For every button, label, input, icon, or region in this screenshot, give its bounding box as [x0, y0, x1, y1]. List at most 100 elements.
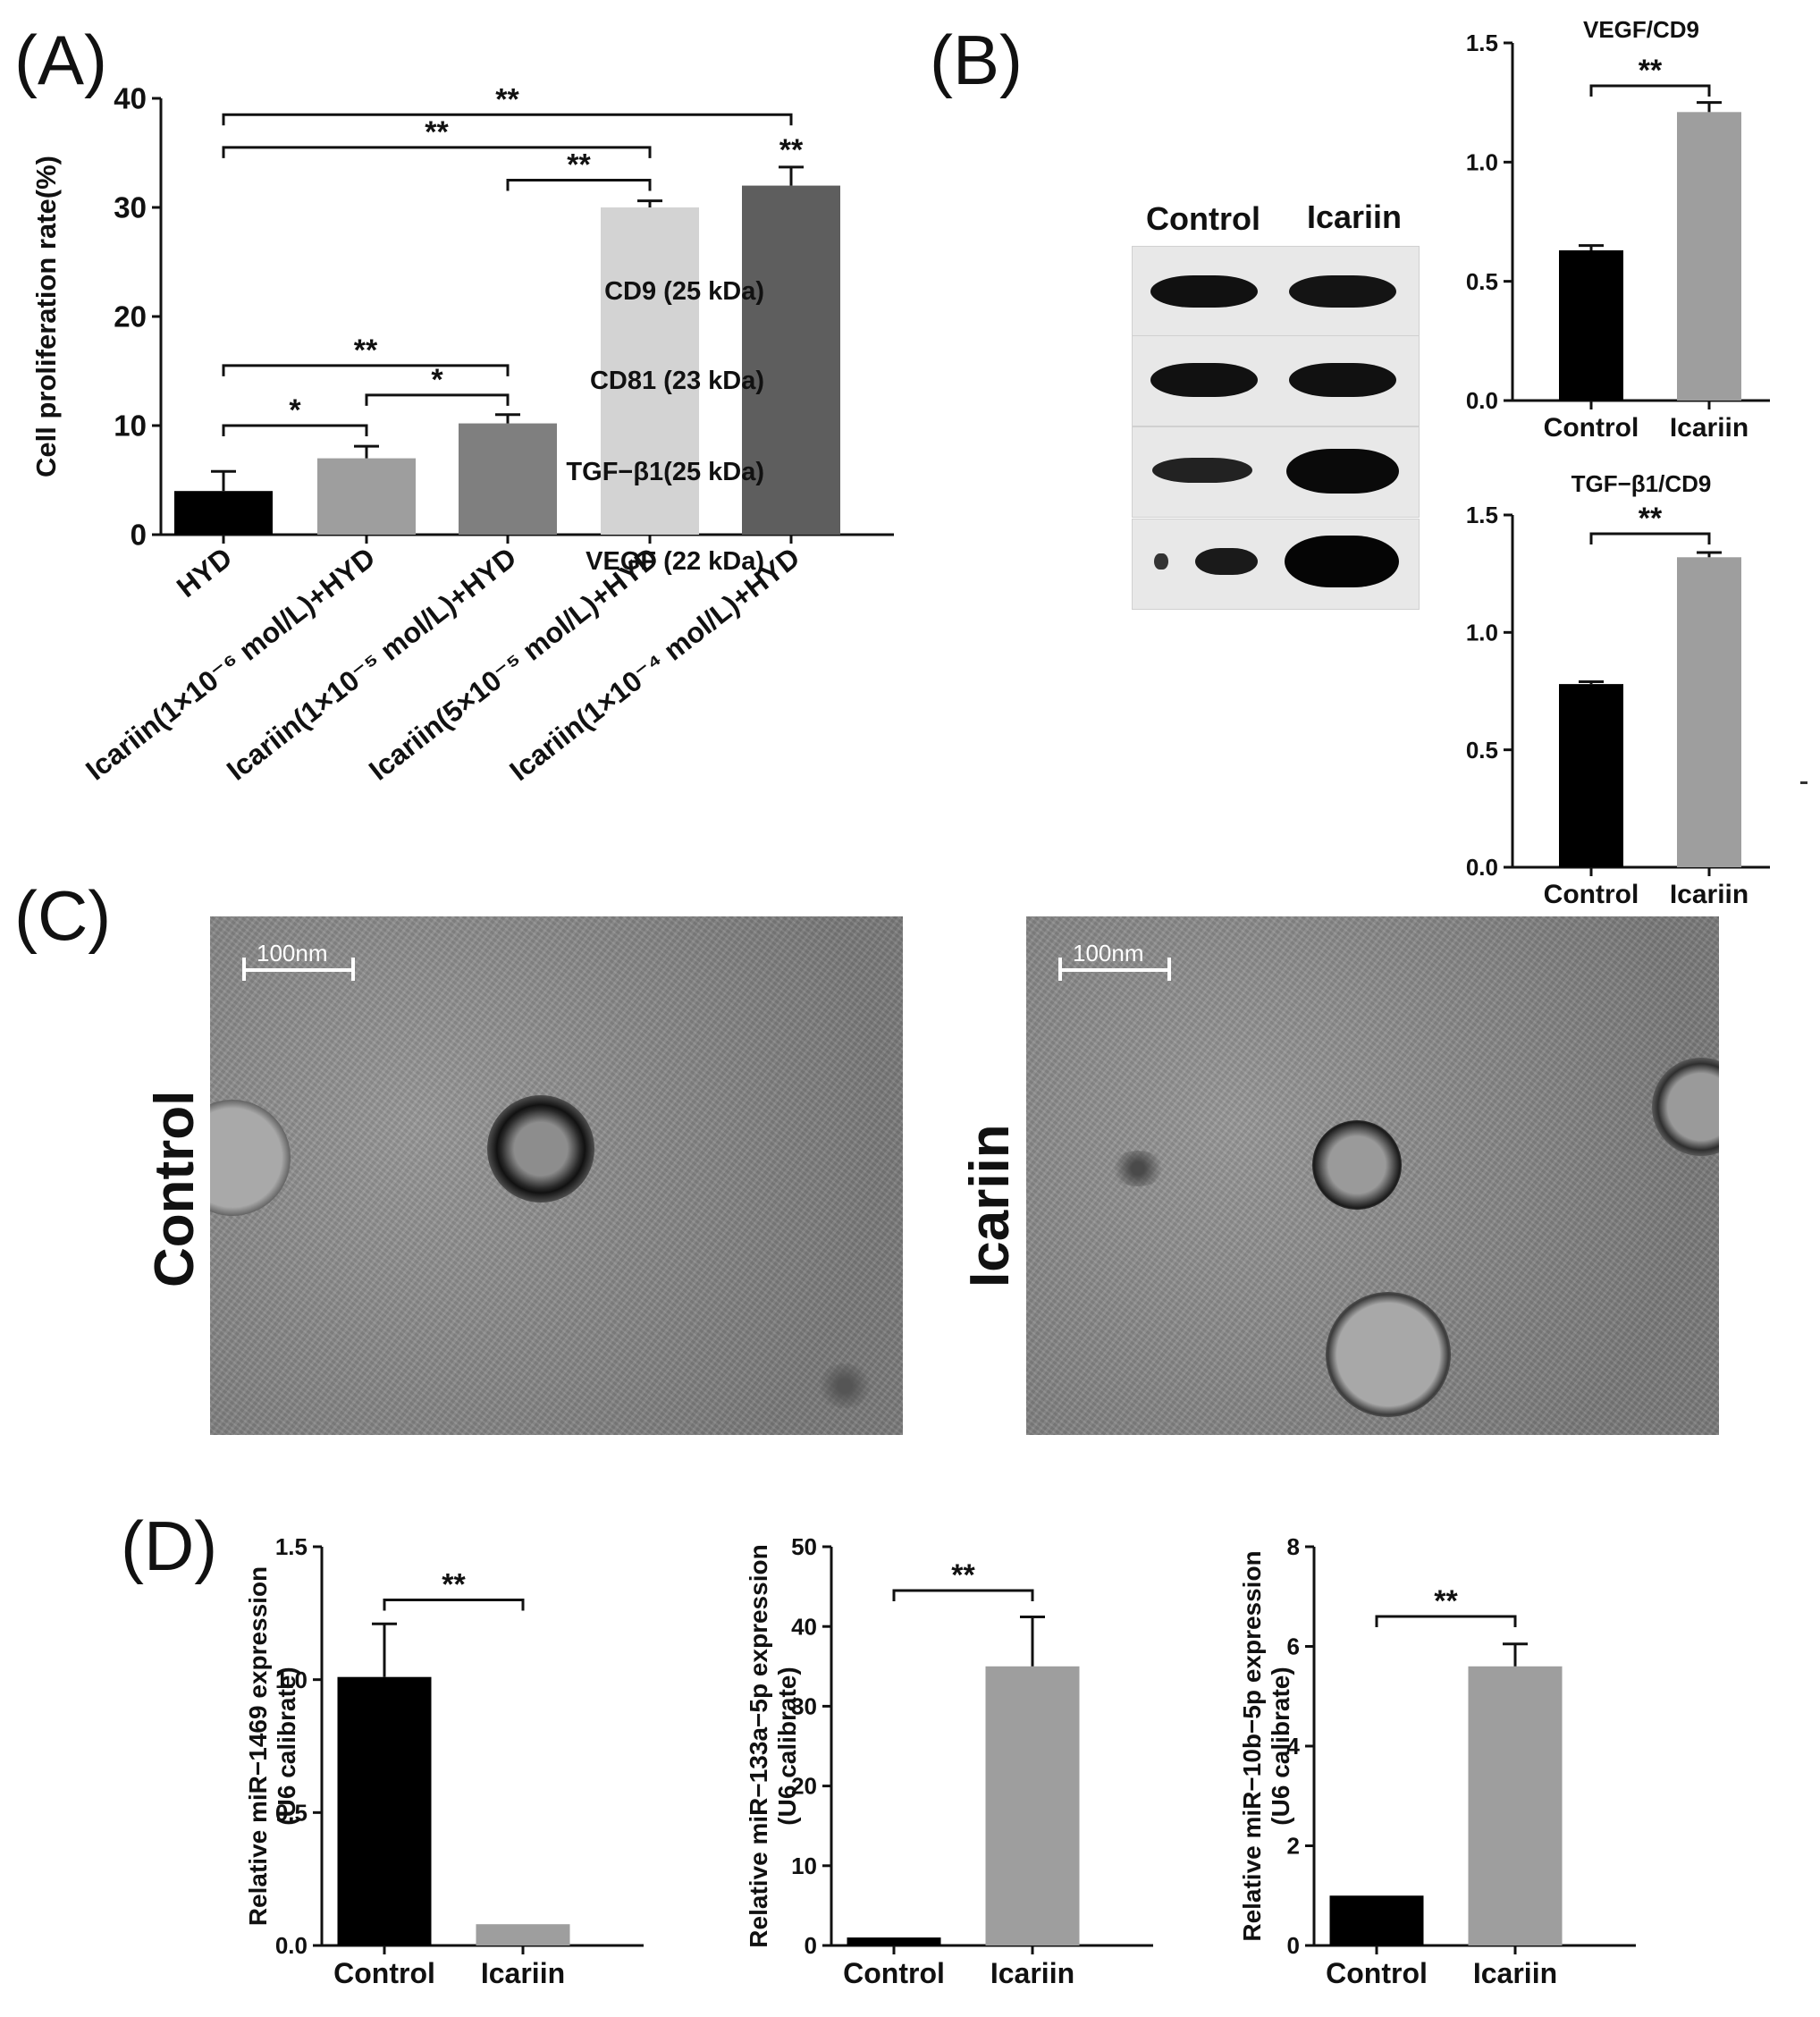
y-tick-label: 0.0 [1466, 854, 1498, 881]
y-tick-label: 40 [114, 82, 147, 115]
y-tick-label: 1.5 [275, 1533, 308, 1560]
blot-band [1289, 275, 1396, 308]
blot-band [1150, 275, 1258, 308]
chart-b-vegf-cd9: VEGF/CD9 0.0 0.5 1.0 1.5 Control Icariin ** [1466, 16, 1770, 443]
y-tick-label: 0.5 [1466, 268, 1498, 295]
bar [1677, 112, 1741, 401]
panel-letter-a: (A) [14, 21, 107, 99]
blot-label-vegf: VEGF (22 kDa) [586, 547, 764, 576]
scale-cap [351, 958, 355, 981]
significance-bracket [383, 1598, 525, 1611]
y-tick-label: 40 [791, 1613, 817, 1640]
blot-band [1195, 548, 1258, 575]
significance-label: ** [442, 1567, 466, 1601]
bar [601, 207, 699, 535]
significance-bracket [222, 424, 368, 436]
x-category-label: Control [843, 1957, 945, 1989]
blot-band [1285, 536, 1399, 587]
significance-label: * [289, 393, 301, 427]
chart-b-tgfb1-cd9: TGF−β1/CD9 0.0 0.5 1.0 1.5 Control Icariin ** [1466, 470, 1770, 909]
blot-band [1154, 553, 1168, 570]
significance-bracket [222, 113, 793, 126]
x-category-label: Control [333, 1957, 435, 1989]
bar [459, 423, 557, 535]
western-blot: Control Icariin CD9 (25 kDa) CD81 (23 kD… [0, 0, 1448, 626]
y-tick-label: 8 [1287, 1533, 1300, 1560]
y-tick-label: 0.0 [275, 1932, 308, 1959]
y-axis-label: Relative miR−1469 expression [244, 1566, 272, 1926]
y-tick-label: 0.0 [1466, 387, 1498, 414]
chart-a-cell-proliferation: Cell proliferation rate(%)010203040HYDIc… [30, 82, 894, 787]
scale-bar [1060, 968, 1169, 972]
significance-label: ** [779, 133, 804, 167]
bar [1559, 250, 1623, 401]
significance-label: ** [567, 148, 591, 182]
chart-title: TGF−β1/CD9 [1571, 470, 1712, 497]
y-tick-label: 20 [114, 300, 147, 333]
y-tick-label: 2 [1287, 1833, 1300, 1860]
x-category-label: Control [1326, 1957, 1428, 1989]
tem-image-icariin: 100nm [1026, 916, 1719, 1435]
y-axis-label: Cell proliferation rate(%) [30, 156, 62, 477]
y-axis-label: Relative miR−10b−5p expression [1238, 1550, 1266, 1941]
y-tick-label: 4 [1287, 1733, 1301, 1760]
chart-d-mir-10b-5p: Relative miR−10b−5p expression (U6 calibr… [1238, 1533, 1636, 1989]
x-category-label: Icariin [990, 1957, 1074, 1989]
x-category-label: Icariin [1670, 880, 1748, 909]
y-tick-label: 1.0 [1466, 148, 1498, 175]
bar [174, 491, 273, 535]
y-tick-label: 1.0 [1466, 619, 1498, 646]
significance-bracket [1589, 532, 1711, 545]
significance-bracket [892, 1589, 1034, 1602]
y-tick-label: 30 [114, 191, 147, 224]
scale-cap [1167, 958, 1171, 981]
tem-label-control: Control [144, 1090, 206, 1287]
y-tick-label: 0 [805, 1932, 817, 1959]
bar [742, 185, 840, 535]
bar [476, 1924, 570, 1945]
significance-bracket [222, 364, 510, 376]
scale-label: 100nm [1073, 940, 1144, 966]
scale-label: 100nm [257, 940, 328, 966]
tem-image-control: 100nm [210, 916, 903, 1435]
bar [847, 1937, 941, 1945]
vesicle [487, 1095, 594, 1203]
blot-row-cd81 [1132, 335, 1420, 426]
panel-letter-b: (B) [930, 21, 1023, 99]
bar [337, 1676, 432, 1945]
blot-label-cd9: CD9 (25 kDa) [604, 277, 764, 306]
significance-bracket [222, 146, 652, 158]
blot-header-control: Control [1146, 200, 1260, 237]
blot-band [1289, 363, 1396, 397]
significance-label: ** [951, 1558, 975, 1592]
y-tick-label: 1.5 [1466, 502, 1498, 528]
x-category-label: Control [1544, 880, 1639, 909]
x-category-label: Icariin [1670, 413, 1748, 443]
x-category-label: Icariin [481, 1957, 565, 1989]
y-tick-label: 0.5 [275, 1799, 308, 1826]
significance-bracket [1375, 1615, 1517, 1628]
y-tick-label: 30 [791, 1693, 817, 1720]
vesicle [1326, 1292, 1451, 1417]
significance-label: ** [1639, 54, 1663, 88]
bar [317, 458, 416, 535]
bar [1468, 1666, 1563, 1945]
significance-bracket [365, 393, 510, 406]
chart-d-mir-133a-5p: Relative miR−133a−5p expression (U6 calib… [745, 1533, 1153, 1989]
panel-letter-d: (D) [121, 1506, 218, 1585]
blot-band [1152, 458, 1252, 483]
y-axis-label: Relative miR−133a−5p expression [745, 1544, 772, 1947]
y-axis-label: (U6 calibrate) [773, 1667, 801, 1825]
dark-spot [1111, 1151, 1165, 1186]
significance-label: ** [425, 115, 449, 149]
y-tick-label: 20 [791, 1773, 817, 1800]
x-category-label: Control [1544, 413, 1639, 443]
scale-cap [1058, 958, 1062, 981]
significance-label: ** [1434, 1584, 1458, 1618]
blot-row-cd9 [1132, 246, 1420, 337]
y-tick-label: 0 [1287, 1932, 1300, 1959]
scale-cap [242, 958, 246, 981]
significance-label: ** [354, 333, 378, 367]
blot-label-cd81: CD81 (23 kDa) [589, 367, 764, 395]
chart-d-mir-1469: Relative miR−1469 expression (U6 calibrat… [244, 1533, 644, 1989]
